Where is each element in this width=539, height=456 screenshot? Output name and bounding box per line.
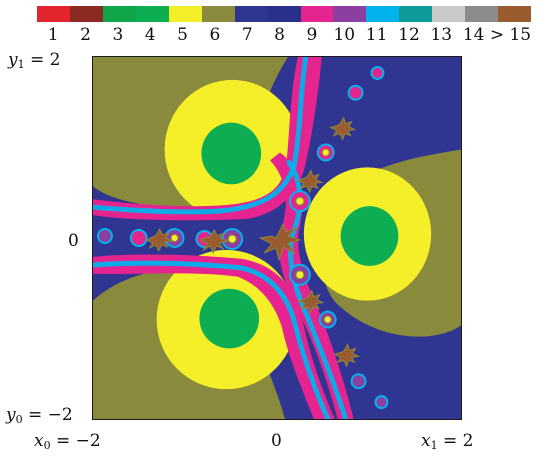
fractal-plot	[92, 56, 462, 420]
boundary-node	[129, 229, 148, 247]
legend-label-13: 13	[430, 25, 453, 45]
legend-label-8: 8	[274, 25, 285, 45]
green-attractor-right	[340, 206, 399, 266]
legend-swatch-2	[69, 6, 103, 22]
y-bottom-subscript: 0	[15, 413, 23, 426]
boundary-node	[96, 228, 113, 244]
legend-label-1: 1	[47, 25, 59, 45]
boundary-star	[329, 116, 357, 141]
legend-label-11: 11	[365, 25, 388, 45]
y-top-variable: y	[8, 50, 18, 70]
x-left-subscript: 0	[43, 439, 51, 452]
legend-label-10: 10	[333, 25, 356, 45]
y-top-subscript: 1	[17, 58, 25, 71]
legend-label-6: 6	[209, 25, 221, 45]
boundary-eye	[227, 234, 237, 244]
boundary-eye	[321, 148, 330, 157]
legend-swatch-7	[234, 6, 268, 22]
legend-swatch-4	[135, 6, 169, 22]
x-right-subscript: 1	[430, 439, 438, 452]
boundary-band-upper	[93, 57, 322, 221]
legend-swatch-13	[432, 6, 466, 22]
legend-label-5: 5	[177, 25, 188, 45]
x-left-value: = −2	[50, 431, 101, 451]
iteration-colorbar	[37, 6, 532, 22]
legend-swatch-10	[333, 6, 367, 22]
legend-swatch-9	[300, 6, 334, 22]
boundary-eye	[295, 196, 305, 206]
legend-swatch-15	[498, 6, 532, 22]
legend-swatch-3	[102, 6, 136, 22]
boundary-node	[347, 84, 364, 101]
boundary-node	[374, 395, 389, 410]
legend-label-9: 9	[306, 25, 318, 45]
boundary-cyan-upper	[93, 57, 309, 215]
boundary-node	[350, 373, 367, 390]
boundary-star	[297, 289, 325, 314]
fractal-svg	[93, 57, 461, 419]
x-axis-right-label: x1 = 2	[421, 431, 473, 456]
boundary-star	[333, 343, 361, 368]
legend-label-15: > 15	[489, 25, 532, 45]
legend-swatch-11	[366, 6, 400, 22]
y-axis-bottom-label: y0 = −2	[6, 405, 73, 430]
x-axis-mid-label: 0	[271, 431, 282, 451]
legend-label-14: 14	[462, 25, 485, 45]
x-right-variable: x	[421, 431, 431, 451]
legend-label-3: 3	[112, 25, 124, 45]
boundary-eye	[323, 315, 332, 324]
central-star	[258, 222, 302, 262]
boundary-eye	[170, 234, 179, 242]
y-axis-top-label: y1 = 2	[8, 50, 60, 75]
legend-swatch-8	[267, 6, 301, 22]
legend-label-7: 7	[241, 25, 253, 45]
boundary-cyan-lower	[93, 260, 331, 419]
y-top-value: = 2	[24, 50, 61, 70]
x-axis-left-label: x0 = −2	[34, 431, 101, 456]
boundary-band-lower	[93, 254, 335, 419]
legend-label-12: 12	[398, 25, 420, 45]
legend-label-2: 2	[80, 25, 91, 45]
boundary-star	[199, 229, 229, 255]
legend-swatch-5	[168, 6, 202, 22]
green-attractor-top	[201, 122, 262, 185]
boundary-node	[370, 65, 385, 80]
boundary-eye	[295, 270, 305, 280]
green-attractor-bottom	[199, 288, 260, 349]
legend-labels: 1 2 3 4 5 6 7 8 9 10 11 12 13 14 > 15	[37, 24, 531, 46]
legend-label-4: 4	[144, 25, 156, 45]
y-bottom-variable: y	[6, 405, 16, 425]
x-right-value: = 2	[437, 431, 474, 451]
legend-swatch-14	[465, 6, 499, 22]
legend-swatch-6	[201, 6, 235, 22]
legend-swatch-1	[37, 6, 70, 22]
boundary-star	[296, 169, 324, 194]
legend-swatch-12	[399, 6, 433, 22]
y-bottom-value: = −2	[22, 405, 73, 425]
boundary-star	[145, 227, 174, 253]
boundary-band-center	[270, 152, 354, 419]
y-axis-mid-label: 0	[68, 231, 79, 251]
x-left-variable: x	[34, 431, 44, 451]
